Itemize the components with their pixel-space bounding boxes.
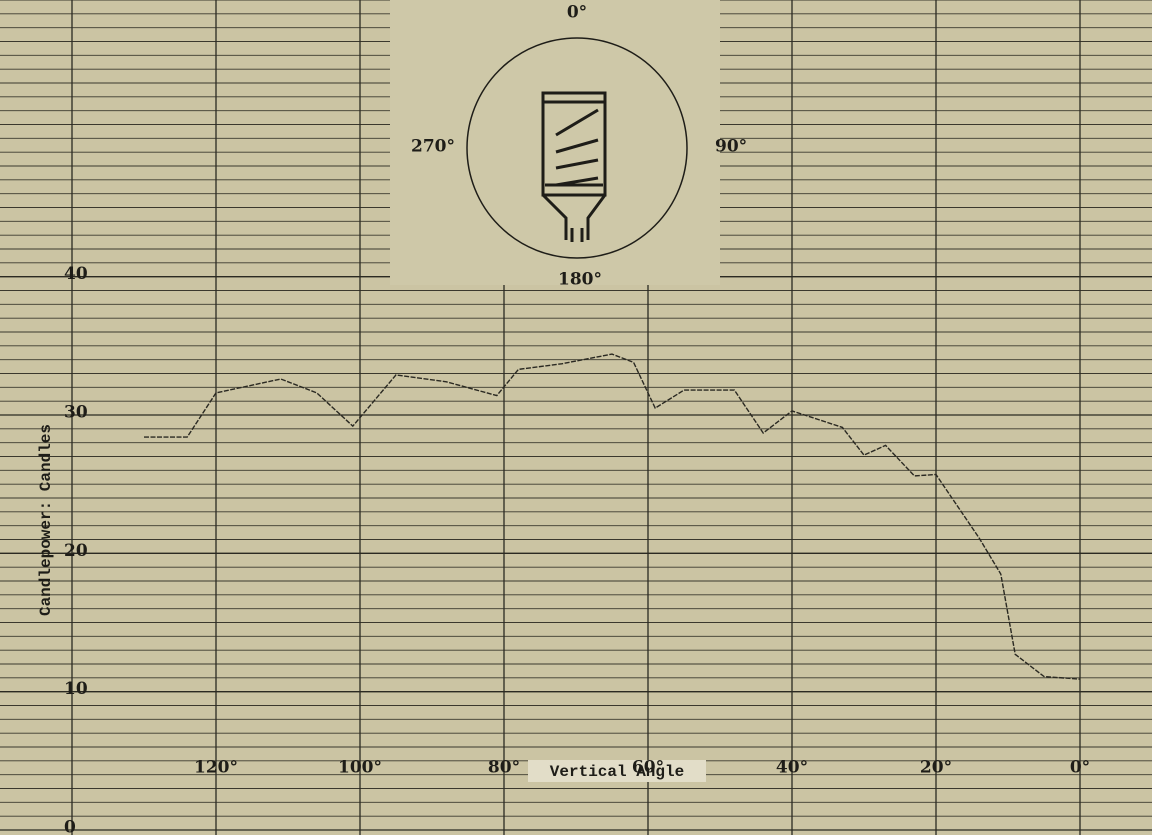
y-tick-label: 0 xyxy=(64,818,76,835)
x-tick-label: 40° xyxy=(776,758,808,778)
y-tick-label: 30 xyxy=(64,403,88,423)
x-tick-label: 120° xyxy=(194,758,238,778)
y-tick-label: 10 xyxy=(64,679,88,699)
x-tick-label: 60° xyxy=(632,758,664,778)
data-line xyxy=(144,354,1080,679)
inset-label: 180° xyxy=(558,270,602,290)
inset-label: 90° xyxy=(715,137,747,157)
inset-label: 0° xyxy=(567,3,587,23)
y-tick-label: 20 xyxy=(64,541,88,561)
y-axis-label: Candlepower: Candles xyxy=(37,424,55,616)
x-tick-label: 100° xyxy=(338,758,382,778)
x-tick-label: 0° xyxy=(1070,758,1090,778)
chart: 0° 90° 180° 270° Vertical Angle Candlepo… xyxy=(0,0,1152,835)
inset-diagram: 0° 90° 180° 270° xyxy=(390,0,747,290)
y-tick-label: 40 xyxy=(64,264,88,284)
x-tick-label: 80° xyxy=(488,758,520,778)
inset-label: 270° xyxy=(411,137,455,157)
x-tick-label: 20° xyxy=(920,758,952,778)
page: {"chart_data": {"type": "line", "xlabel"… xyxy=(0,0,1152,835)
